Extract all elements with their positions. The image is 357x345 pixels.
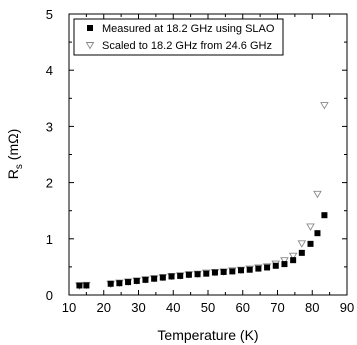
x-tick-label: 20	[97, 300, 111, 315]
x-tick-label: 50	[201, 300, 215, 315]
data-points	[75, 102, 329, 290]
data-point-measured	[194, 271, 201, 278]
data-point-scaled	[313, 190, 322, 199]
x-tick-label: 10	[62, 300, 76, 315]
data-point-measured	[211, 269, 218, 276]
data-point-scaled	[306, 223, 315, 231]
y-tick-label: 5	[46, 7, 53, 22]
data-point-measured	[220, 268, 227, 275]
x-tick-label: 90	[340, 300, 354, 315]
data-point-measured	[151, 275, 158, 282]
data-point-measured	[177, 272, 184, 279]
data-point-scaled	[280, 257, 289, 265]
x-tick-label: 70	[270, 300, 284, 315]
data-point-measured	[142, 276, 149, 283]
y-tick-label: 4	[46, 63, 53, 78]
data-point-measured	[185, 271, 192, 278]
data-point-measured	[83, 282, 90, 289]
data-point-scaled	[297, 240, 307, 248]
y-tick-label: 0	[46, 288, 53, 303]
data-point-measured	[321, 212, 328, 219]
x-tick-label: 30	[131, 300, 145, 315]
x-tick-label: 80	[305, 300, 319, 315]
data-point-measured	[298, 249, 305, 256]
data-point-measured	[272, 262, 279, 269]
data-point-measured	[168, 273, 175, 280]
data-point-measured	[116, 280, 123, 287]
legend-marker-measured	[87, 25, 93, 31]
x-axis-title: Temperature (K)	[157, 327, 258, 343]
y-tick-label: 1	[46, 232, 53, 247]
data-point-scaled	[288, 252, 298, 261]
data-point-measured	[203, 270, 210, 277]
data-point-scaled	[320, 102, 329, 110]
data-point-measured	[281, 261, 288, 268]
x-tick-label: 40	[166, 300, 180, 315]
data-point-measured	[133, 277, 140, 284]
data-point-measured	[238, 267, 245, 274]
y-tick-label: 3	[46, 119, 53, 134]
data-point-measured	[159, 274, 166, 281]
legend-label-scaled: Scaled to 18.2 GHz from 24.6 GHz	[102, 40, 272, 52]
x-tick-label: 60	[236, 300, 250, 315]
data-point-measured	[307, 240, 314, 247]
data-point-measured	[255, 265, 262, 272]
data-point-measured	[76, 282, 83, 289]
axis-tick-labels: 10 20 30 40 50 60 70 80 90 0 1 2 3 4 5	[46, 7, 354, 315]
legend-marker-scaled	[85, 42, 95, 50]
axis-ticks	[68, 13, 348, 296]
y-axis-title: Rs (mΩ)	[5, 129, 25, 179]
data-point-measured	[290, 257, 297, 264]
legend-box	[73, 18, 284, 56]
y-tick-label: 2	[46, 176, 53, 191]
data-point-measured	[246, 266, 253, 273]
y-axis-title-unit: (mΩ)	[5, 129, 21, 164]
data-point-measured	[314, 230, 321, 237]
data-point-measured	[125, 279, 132, 286]
y-axis-title-main: R	[5, 169, 21, 179]
y-axis-title-subscript: s	[14, 164, 25, 169]
data-point-measured	[107, 280, 114, 287]
legend-label-measured: Measured at 18.2 GHz using SLAO	[102, 23, 275, 35]
data-point-measured	[229, 268, 236, 275]
legend: Measured at 18.2 GHz using SLAO Scaled t…	[73, 18, 284, 56]
data-point-measured	[264, 264, 271, 271]
